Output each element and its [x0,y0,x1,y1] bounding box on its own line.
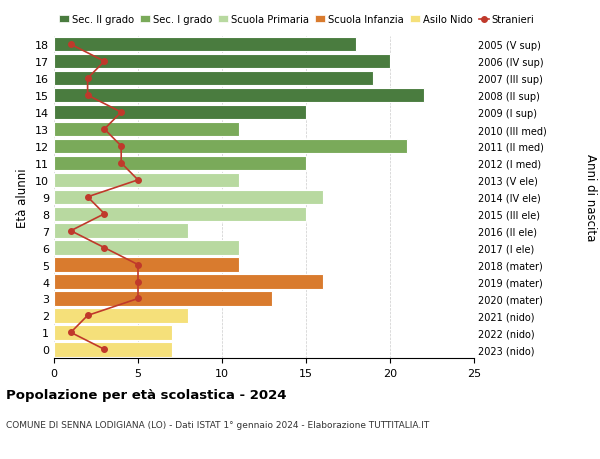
Bar [54,275,323,289]
Legend: Sec. II grado, Sec. I grado, Scuola Primaria, Scuola Infanzia, Asilo Nido, Stran: Sec. II grado, Sec. I grado, Scuola Prim… [59,15,535,25]
Bar [54,72,373,86]
Bar [54,157,306,171]
Bar [54,106,306,120]
Bar [54,173,239,188]
Bar [54,190,323,205]
Y-axis label: Età alunni: Età alunni [16,168,29,227]
Bar [54,342,172,357]
Bar [54,89,424,103]
Bar [54,241,239,255]
Text: Anni di nascita: Anni di nascita [584,154,597,241]
Bar [54,207,306,221]
Bar [54,140,407,154]
Bar [54,258,239,272]
Bar [54,325,172,340]
Bar [54,55,390,69]
Bar [54,38,356,52]
Text: Popolazione per età scolastica - 2024: Popolazione per età scolastica - 2024 [6,388,287,401]
Bar [54,224,188,238]
Bar [54,308,188,323]
Bar [54,123,239,137]
Text: COMUNE DI SENNA LODIGIANA (LO) - Dati ISTAT 1° gennaio 2024 - Elaborazione TUTTI: COMUNE DI SENNA LODIGIANA (LO) - Dati IS… [6,420,429,429]
Bar [54,291,272,306]
